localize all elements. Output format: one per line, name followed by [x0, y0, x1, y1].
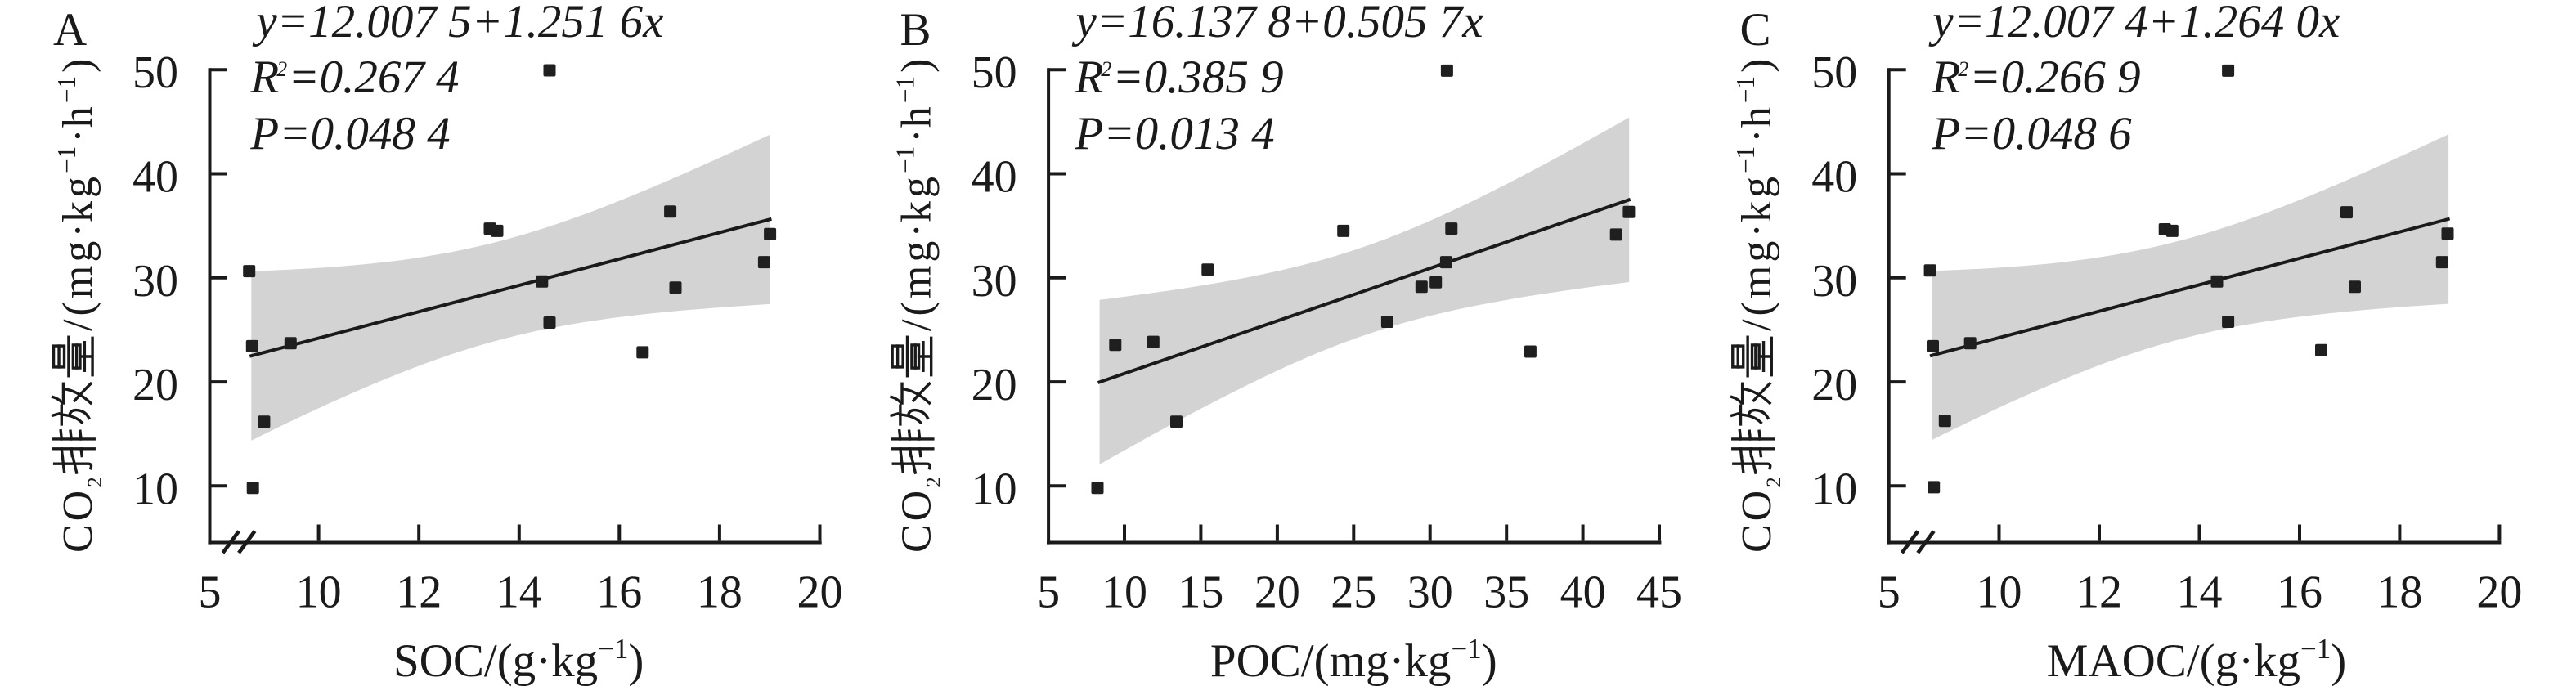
svg-text:(: ( [894, 302, 940, 316]
svg-text:−1: −1 [1731, 76, 1760, 103]
svg-text:16: 16 [2277, 567, 2322, 618]
svg-text:A: A [53, 4, 87, 56]
svg-text:·: · [55, 223, 101, 237]
svg-text:20: 20 [2476, 567, 2522, 618]
svg-text:25: 25 [1331, 567, 1376, 618]
svg-text:): ) [894, 59, 940, 73]
svg-text:g: g [894, 241, 940, 262]
svg-text:m: m [1734, 266, 1780, 298]
svg-text:·: · [894, 223, 940, 237]
svg-text:10: 10 [132, 464, 178, 514]
svg-text:O: O [894, 491, 940, 522]
svg-text:15: 15 [1178, 567, 1223, 618]
svg-text:14: 14 [2177, 567, 2223, 618]
svg-text:C: C [55, 524, 101, 553]
svg-text:10: 10 [296, 567, 342, 618]
svg-text:k: k [894, 201, 940, 222]
svg-text:O: O [1734, 491, 1780, 522]
svg-text:k: k [55, 201, 101, 222]
svg-text:40: 40 [1811, 152, 1857, 203]
svg-text:35: 35 [1483, 567, 1529, 618]
svg-text:O: O [55, 491, 101, 522]
svg-text:2: 2 [84, 477, 106, 487]
svg-text:g: g [1734, 177, 1780, 198]
svg-text:P=0.013 4: P=0.013 4 [1074, 108, 1274, 159]
svg-text:−1: −1 [52, 76, 81, 103]
svg-text:R2=0.385 9: R2=0.385 9 [1074, 52, 1283, 103]
svg-text:40: 40 [972, 152, 1017, 203]
svg-text:MAOC/(g·kg−1): MAOC/(g·kg−1) [2047, 633, 2347, 687]
svg-text:10: 10 [1102, 567, 1147, 618]
svg-text:k: k [1734, 201, 1780, 222]
svg-text:m: m [55, 266, 101, 298]
svg-text:5: 5 [1878, 567, 1901, 618]
svg-text:/: / [55, 319, 101, 331]
svg-text:30: 30 [972, 256, 1017, 307]
svg-text:y=12.007 5+1.251 6x: y=12.007 5+1.251 6x [252, 0, 663, 47]
svg-text:): ) [1734, 59, 1780, 73]
svg-text:g: g [55, 241, 101, 262]
svg-text:20: 20 [972, 360, 1017, 410]
svg-text:12: 12 [396, 567, 442, 618]
svg-text:50: 50 [972, 47, 1017, 98]
svg-text:/: / [894, 319, 940, 331]
svg-text:·: · [1734, 128, 1780, 142]
svg-text:50: 50 [132, 47, 178, 98]
svg-text:m: m [894, 266, 940, 298]
svg-text:30: 30 [1811, 256, 1857, 307]
svg-text:POC/(mg·kg−1): POC/(mg·kg−1) [1210, 633, 1497, 687]
svg-text:(: ( [55, 302, 101, 316]
svg-text:C: C [1740, 4, 1771, 56]
svg-text:C: C [1734, 524, 1780, 553]
svg-text:−1: −1 [891, 146, 920, 173]
svg-text:50: 50 [1811, 47, 1857, 98]
svg-text:P=0.048 6: P=0.048 6 [1931, 108, 2132, 159]
svg-text:y=12.007 4+1.264 0x: y=12.007 4+1.264 0x [1928, 0, 2340, 47]
svg-text:5: 5 [199, 567, 222, 618]
svg-text:18: 18 [2376, 567, 2422, 618]
svg-text:40: 40 [1560, 567, 1606, 618]
svg-text:14: 14 [496, 567, 542, 618]
svg-text:h: h [1734, 106, 1780, 128]
svg-text:40: 40 [132, 152, 178, 203]
svg-text:20: 20 [797, 567, 843, 618]
svg-text:10: 10 [972, 464, 1017, 514]
svg-text:−1: −1 [891, 76, 920, 103]
svg-text:2: 2 [923, 477, 945, 487]
svg-text:2: 2 [1763, 477, 1785, 487]
svg-text:−1: −1 [1731, 146, 1760, 173]
svg-text:16: 16 [596, 567, 642, 618]
svg-text:h: h [894, 106, 940, 128]
svg-text:·: · [1734, 223, 1780, 237]
svg-text:g: g [1734, 241, 1780, 262]
svg-text:P=0.048 4: P=0.048 4 [249, 108, 450, 159]
svg-text:5: 5 [1037, 567, 1060, 618]
svg-text:·: · [894, 128, 940, 142]
svg-text:g: g [55, 177, 101, 198]
svg-text:y=16.137 8+0.505 7x: y=16.137 8+0.505 7x [1072, 0, 1483, 47]
svg-text:): ) [55, 59, 101, 73]
svg-text:30: 30 [1407, 567, 1453, 618]
svg-text:(: ( [1734, 302, 1780, 316]
svg-text:B: B [900, 4, 931, 56]
svg-text:10: 10 [1977, 567, 2022, 618]
svg-text:12: 12 [2076, 567, 2122, 618]
svg-text:20: 20 [132, 360, 178, 410]
svg-text:/: / [1734, 319, 1780, 331]
svg-text:10: 10 [1811, 464, 1857, 514]
svg-text:C: C [894, 524, 940, 553]
svg-text:18: 18 [697, 567, 743, 618]
svg-text:h: h [55, 106, 101, 128]
svg-text:−1: −1 [52, 146, 81, 173]
svg-text:·: · [55, 128, 101, 142]
svg-text:20: 20 [1811, 360, 1857, 410]
svg-text:45: 45 [1636, 567, 1682, 618]
svg-text:g: g [894, 177, 940, 198]
svg-text:20: 20 [1254, 567, 1300, 618]
svg-text:30: 30 [132, 256, 178, 307]
